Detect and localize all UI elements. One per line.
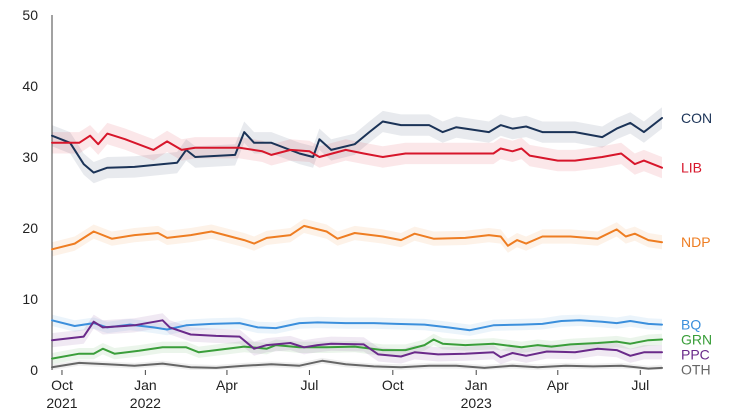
- x-tick-label: Jul: [631, 377, 649, 393]
- line-bq: [51, 319, 663, 332]
- x-tick-label: Apr: [547, 377, 569, 393]
- series-label-grn: GRN: [681, 332, 712, 348]
- line-ppc: [51, 319, 663, 359]
- line-lib: [51, 132, 663, 169]
- series-label-lib: LIB: [681, 160, 702, 176]
- x-tick-label: Jan: [134, 377, 157, 393]
- series-label-ndp: NDP: [681, 234, 711, 250]
- y-tick-label: 30: [22, 149, 38, 165]
- band-ppc: [52, 313, 662, 365]
- band-ndp: [52, 218, 662, 257]
- x-tick-label: Jan: [465, 377, 488, 393]
- series-lines: [51, 117, 663, 370]
- series-label-ppc: PPC: [681, 347, 710, 363]
- y-tick-label: 10: [22, 291, 38, 307]
- band-lib: [52, 122, 662, 179]
- x-tick-label: Oct: [382, 377, 404, 393]
- band-oth: [52, 357, 662, 370]
- y-axis: 0 10 20 30 40 50: [22, 7, 53, 378]
- band-bq: [52, 314, 662, 336]
- band-grn: [52, 333, 662, 365]
- series-label-con: CON: [681, 110, 712, 126]
- x-tick-label: Apr: [216, 377, 238, 393]
- x-tick-label: Oct: [51, 377, 73, 393]
- band-con: [52, 107, 662, 184]
- series-label-oth: OTH: [681, 362, 711, 378]
- x-axis: Oct 2021 Jan 2022 Apr Jul Oct Jan 2023 Apr Jul: [46, 370, 649, 411]
- y-tick-label: 40: [22, 78, 38, 94]
- y-tick-label: 0: [30, 362, 38, 378]
- x-tick-year-label: 2022: [130, 395, 161, 411]
- y-tick-label: 20: [22, 220, 38, 236]
- line-con: [51, 117, 663, 174]
- line-ndp: [51, 224, 663, 251]
- x-tick-year-label: 2021: [46, 395, 77, 411]
- line-oth: [51, 359, 663, 370]
- y-tick-label: 50: [22, 7, 38, 23]
- x-tick-label: Jul: [300, 377, 318, 393]
- x-tick-year-label: 2023: [461, 395, 492, 411]
- series-label-bq: BQ: [681, 317, 701, 333]
